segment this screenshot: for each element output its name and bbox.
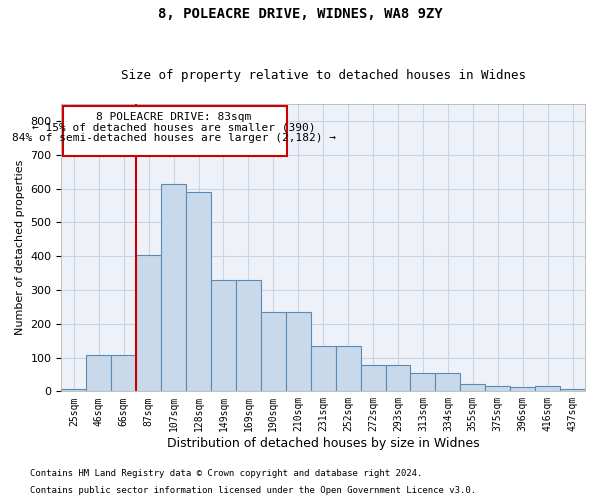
Text: 8, POLEACRE DRIVE, WIDNES, WA8 9ZY: 8, POLEACRE DRIVE, WIDNES, WA8 9ZY [158,8,442,22]
Text: Contains public sector information licensed under the Open Government Licence v3: Contains public sector information licen… [30,486,476,495]
Bar [361,365,386,392]
Bar [186,192,211,392]
Bar [311,346,335,392]
Text: 84% of semi-detached houses are larger (2,182) →: 84% of semi-detached houses are larger (… [11,134,335,143]
Bar [61,388,86,392]
Y-axis label: Number of detached properties: Number of detached properties [15,160,25,336]
Bar [510,386,535,392]
Bar [136,255,161,392]
Bar [161,184,186,392]
Text: 8 POLEACRE DRIVE: 83sqm: 8 POLEACRE DRIVE: 83sqm [96,112,251,122]
Bar [261,312,286,392]
Bar [111,355,136,392]
Title: Size of property relative to detached houses in Widnes: Size of property relative to detached ho… [121,69,526,82]
Bar [485,386,510,392]
Bar [86,355,111,392]
Bar [62,106,287,156]
Bar [335,346,361,392]
Bar [386,365,410,392]
Bar [535,386,560,392]
Text: ← 15% of detached houses are smaller (390): ← 15% of detached houses are smaller (39… [32,122,316,132]
Bar [460,384,485,392]
Bar [286,312,311,392]
Bar [236,280,261,392]
Text: Contains HM Land Registry data © Crown copyright and database right 2024.: Contains HM Land Registry data © Crown c… [30,468,422,477]
Bar [560,388,585,392]
Bar [211,280,236,392]
Bar [410,374,436,392]
X-axis label: Distribution of detached houses by size in Widnes: Distribution of detached houses by size … [167,437,479,450]
Bar [436,374,460,392]
